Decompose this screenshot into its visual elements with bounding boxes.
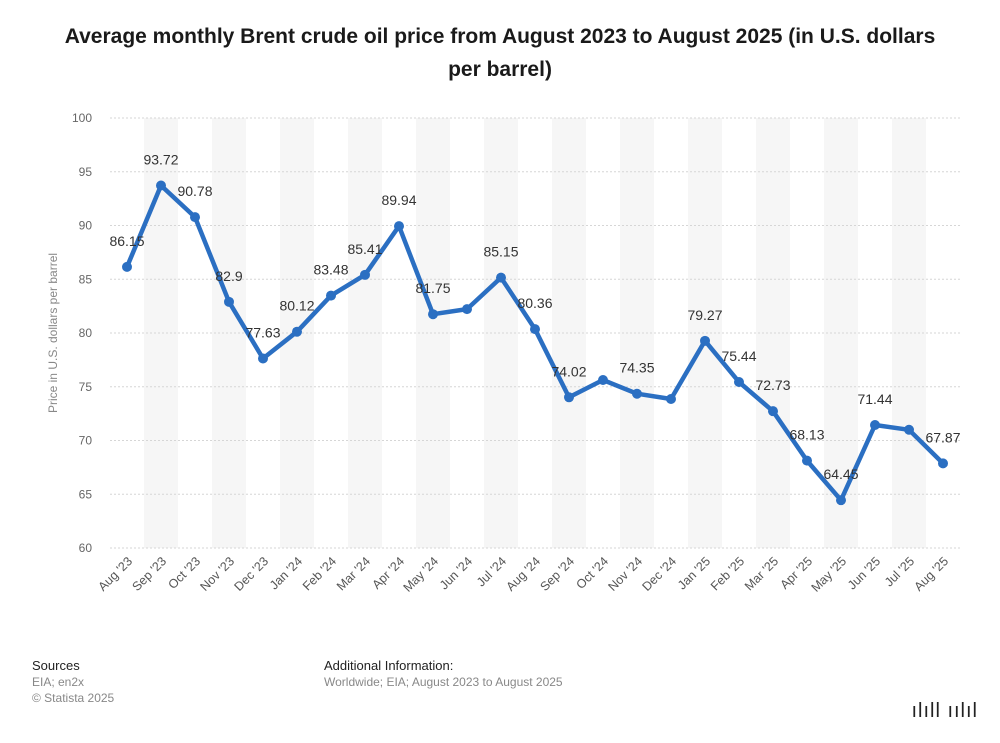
column-band [212,118,246,548]
watermark-logo: ılıll ıılıl [911,700,978,722]
data-point [190,212,200,223]
x-tick-label: Aug '24 [504,554,544,594]
additional-info-block: Additional Information: Worldwide; EIA; … [324,658,563,690]
data-point [530,324,540,335]
y-tick-label: 90 [79,219,93,233]
x-tick-label: Nov '24 [606,554,646,594]
y-tick-label: 70 [79,434,93,448]
data-label: 71.44 [857,391,892,407]
x-tick-label: Oct '24 [573,554,611,592]
data-label: 80.36 [517,295,552,311]
x-tick-label: May '25 [809,554,850,595]
data-label: 77.63 [245,324,280,340]
data-label: 67.87 [925,429,960,445]
data-point [904,424,914,435]
data-point [598,374,608,385]
line-chart: 60 65 70 75 80 85 90 95 100 Price in U.S. dollars… [46,111,961,595]
data-point [326,290,336,301]
x-tick-label: Aug '25 [912,554,952,594]
data-point [802,455,812,466]
column-band [688,118,722,548]
data-label: 85.41 [347,241,382,257]
data-point [428,309,438,320]
series-line [124,183,946,503]
data-label: 90.78 [177,183,212,199]
x-tick-label: May '24 [401,554,442,595]
data-point [734,377,744,388]
data-label: 80.12 [279,298,314,314]
x-tick-label: Feb '24 [300,554,339,593]
data-label: 89.94 [381,192,416,208]
y-tick-label: 60 [79,541,93,555]
x-tick-label: Nov '23 [198,554,238,594]
column-band [416,118,450,548]
data-label: 79.27 [687,307,722,323]
chart-title: Average monthly Brent crude oil price fr… [64,25,936,81]
data-point [258,353,268,364]
data-point [836,495,846,506]
x-tick-label: Jan '24 [267,554,305,592]
column-band [348,118,382,548]
x-tick-label: Sep '24 [538,554,578,594]
x-tick-label: Jan '25 [675,554,713,592]
data-point [360,269,370,280]
column-band [756,118,790,548]
y-tick-label: 85 [79,272,93,286]
x-tick-label: Mar '24 [334,554,373,593]
y-tick-label: 65 [79,487,93,501]
x-tick-label: Feb '25 [708,554,747,593]
data-label: 93.72 [143,152,178,168]
data-label: 81.75 [415,280,450,296]
y-tick-label: 95 [79,165,93,179]
data-label: 72.73 [755,377,790,393]
data-point [496,272,506,283]
sources-heading: Sources [32,658,80,673]
additional-info-text: Worldwide; EIA; August 2023 to August 20… [324,675,563,689]
x-tick-label: Jun '25 [845,554,883,592]
data-label: 82.9 [215,268,242,284]
data-point [462,304,472,315]
x-tick-label: Sep '23 [130,554,170,594]
column-band [552,118,586,548]
data-point [632,388,642,399]
y-tick-label: 75 [79,380,93,394]
data-label: 86.15 [109,233,144,249]
additional-info-heading: Additional Information: [324,658,454,673]
sources-line-1: EIA; en2x [32,675,85,689]
y-axis-label: Price in U.S. dollars per barrel [46,253,60,413]
data-point [292,326,302,337]
x-tick-label: Dec '24 [640,554,680,594]
data-point [938,458,948,469]
column-band [620,118,654,548]
data-label: 68.13 [789,427,824,443]
data-point [768,406,778,417]
data-label: 64.45 [823,466,858,482]
data-label: 74.02 [551,363,586,379]
x-tick-label: Aug '23 [96,554,136,594]
y-tick-label: 100 [72,111,92,125]
sources-block: Sources EIA; en2x © Statista 2025 [32,658,114,706]
data-point [700,335,710,346]
data-label: 75.44 [721,348,756,364]
data-label: 74.35 [619,360,654,376]
x-tick-label: Jun '24 [437,554,475,592]
column-band [892,118,926,548]
data-point [666,394,676,405]
column-band [484,118,518,548]
data-point [122,261,132,272]
x-tick-label: Mar '25 [742,554,781,593]
data-point [394,221,404,232]
data-point [224,296,234,307]
data-label: 83.48 [313,262,348,278]
x-tick-label: Oct '23 [165,554,203,592]
data-label: 85.15 [483,244,518,260]
data-point [564,392,574,403]
data-point [156,180,166,191]
sources-line-2: © Statista 2025 [32,691,115,705]
x-tick-label: Dec '23 [232,554,272,594]
data-point [870,420,880,431]
y-tick-label: 80 [79,326,93,340]
